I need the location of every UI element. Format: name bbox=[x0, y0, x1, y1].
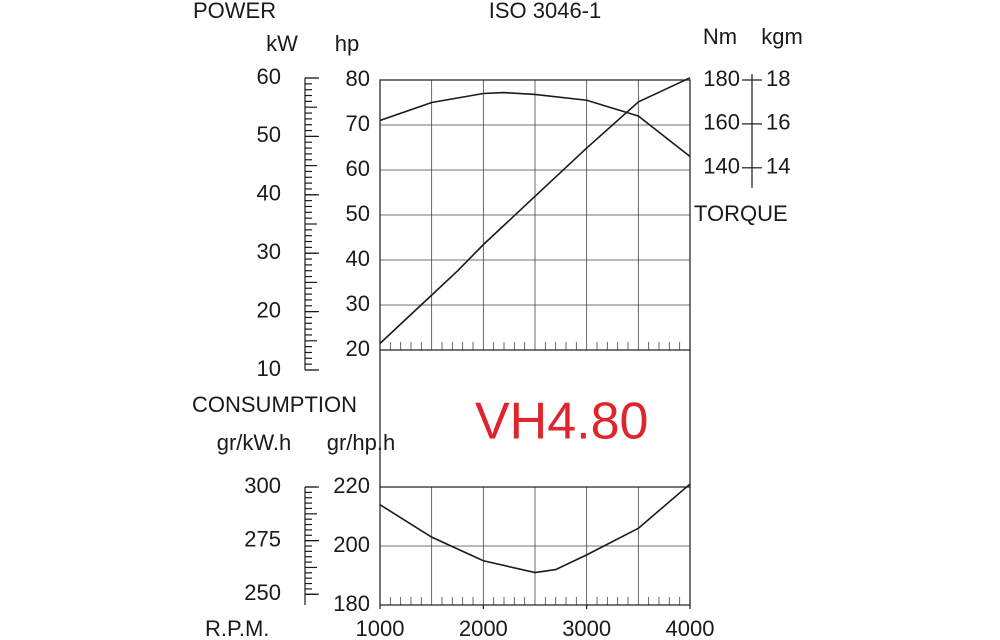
x-axis-label: R.P.M. bbox=[205, 616, 269, 640]
y2-tick-label: 140 bbox=[703, 154, 740, 179]
curve bbox=[379, 77, 691, 344]
nm-label: Nm bbox=[703, 24, 737, 49]
y-tick-label: 40 bbox=[257, 181, 281, 206]
y4-tick-label: 18 bbox=[766, 66, 790, 91]
x-tick-label: 1000 bbox=[356, 616, 405, 640]
x-tick-label: 3000 bbox=[562, 616, 611, 640]
plot-frame bbox=[379, 486, 691, 606]
ghph-label: gr/hp.h bbox=[327, 430, 396, 455]
y-tick-label: 275 bbox=[244, 526, 281, 551]
y-tick-label: 10 bbox=[257, 356, 281, 381]
y-tick-label: 40 bbox=[346, 246, 370, 271]
y-tick-label: 60 bbox=[257, 64, 281, 89]
torque-label: TORQUE bbox=[694, 201, 788, 226]
y-tick-label: 30 bbox=[257, 239, 281, 264]
hp-label: hp bbox=[335, 31, 359, 56]
y-tick-label: 200 bbox=[333, 532, 370, 557]
y-tick-label: 220 bbox=[333, 473, 370, 498]
curve bbox=[379, 91, 691, 158]
y-tick-label: 180 bbox=[333, 591, 370, 616]
y2-tick-label: 160 bbox=[703, 110, 740, 135]
power-label: POWER bbox=[193, 0, 276, 23]
kgm-label: kgm bbox=[761, 24, 803, 49]
y-tick-label: 80 bbox=[346, 66, 370, 91]
curve bbox=[379, 483, 691, 574]
y-tick-label: 20 bbox=[257, 297, 281, 322]
gkwh-label: gr/kW.h bbox=[217, 430, 292, 455]
plot-frame bbox=[379, 79, 691, 351]
y-tick-label: 30 bbox=[346, 291, 370, 316]
y-tick-label: 70 bbox=[346, 111, 370, 136]
y4-tick-label: 14 bbox=[766, 154, 790, 179]
y-tick-label: 50 bbox=[346, 201, 370, 226]
y-tick-label: 60 bbox=[346, 156, 370, 181]
consumption-label: CONSUMPTION bbox=[192, 392, 357, 417]
y-tick-label: 300 bbox=[244, 473, 281, 498]
y-tick-label: 50 bbox=[257, 122, 281, 147]
y4-tick-label: 16 bbox=[766, 110, 790, 135]
x-tick-label: 4000 bbox=[666, 616, 715, 640]
y-tick-label: 20 bbox=[346, 336, 370, 361]
y2-tick-label: 180 bbox=[703, 66, 740, 91]
x-tick-label: 2000 bbox=[459, 616, 508, 640]
model-label: VH4.80 bbox=[475, 393, 648, 451]
y-tick-label: 250 bbox=[244, 580, 281, 605]
kw-label: kW bbox=[266, 31, 298, 56]
chart-title: ISO 3046-1 bbox=[489, 0, 602, 23]
